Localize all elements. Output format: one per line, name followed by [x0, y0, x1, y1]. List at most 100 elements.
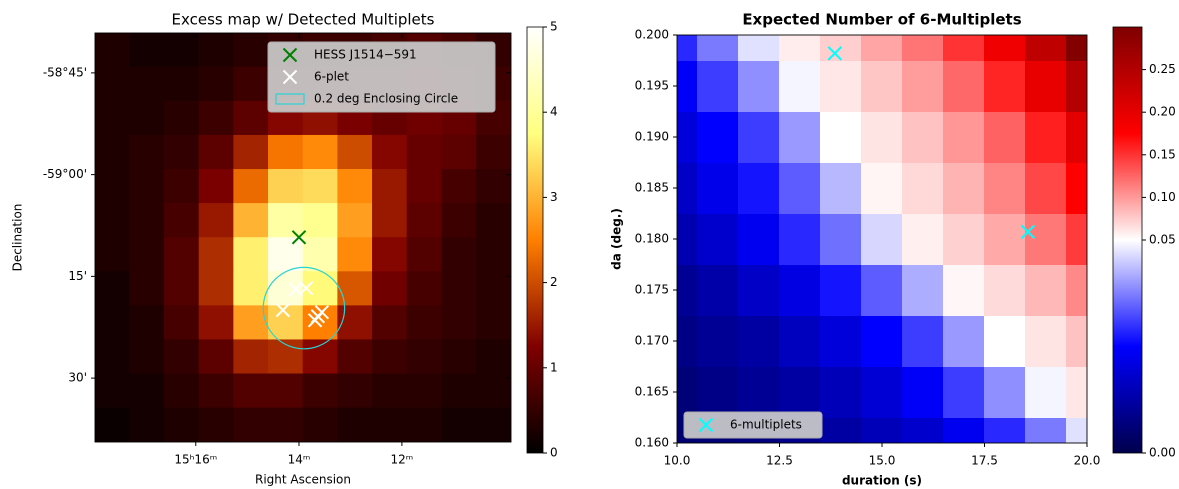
- heat-cell: [1025, 315, 1067, 367]
- heat-cell: [337, 339, 372, 374]
- x-tick-label: 15.0: [869, 454, 896, 468]
- heat-cell: [1025, 213, 1067, 265]
- heat-cell: [476, 408, 511, 443]
- heat-cell: [441, 203, 476, 238]
- heat-cell: [984, 60, 1026, 112]
- colorbar: [1113, 27, 1142, 453]
- colorbar-tick-label: 2: [550, 275, 558, 289]
- heat-cell: [779, 315, 821, 367]
- y-tick-label: 0.170: [635, 334, 669, 348]
- heat-cell: [943, 264, 985, 316]
- y-tick-label: -59°00': [43, 167, 87, 181]
- heat-cell: [268, 374, 303, 409]
- heat-cell: [95, 408, 130, 443]
- heat-cell: [779, 213, 821, 265]
- heat-cell: [861, 315, 903, 367]
- x-tick-label: 20.0: [1074, 454, 1101, 468]
- heat-cell: [95, 33, 130, 68]
- heat-cell: [820, 315, 862, 367]
- heat-cell: [1025, 366, 1067, 418]
- heat-cell: [779, 264, 821, 316]
- heat-cell: [820, 366, 862, 418]
- heat-cell: [738, 366, 780, 418]
- heat-cell: [199, 169, 234, 204]
- heat-cell: [337, 237, 372, 272]
- heat-cell: [407, 374, 442, 409]
- heat-cell: [697, 315, 739, 367]
- heat-cell: [303, 169, 338, 204]
- legend-label: 6-multiplets: [730, 418, 802, 432]
- heat-cell: [95, 271, 130, 306]
- heat-cell: [164, 33, 199, 68]
- heat-cell: [372, 408, 407, 443]
- heat-cell: [943, 60, 985, 112]
- y-tick-label: 15': [68, 269, 87, 283]
- heat-cell: [372, 339, 407, 374]
- heat-cell: [199, 67, 234, 102]
- heat-cell: [820, 60, 862, 112]
- y-tick-label: 0.185: [635, 181, 669, 195]
- heat-cell: [697, 213, 739, 265]
- heat-cell: [199, 101, 234, 136]
- colorbar-tick-label: 0.10: [1149, 190, 1176, 204]
- heat-cell: [902, 111, 944, 163]
- heat-cell: [407, 169, 442, 204]
- colorbar: [527, 27, 543, 453]
- heat-cell: [902, 366, 944, 418]
- x-tick-label: 12ᵐ: [391, 453, 414, 467]
- heat-cell: [861, 111, 903, 163]
- x-tick-label: 10.0: [664, 454, 691, 468]
- heat-cell: [129, 203, 164, 238]
- heat-cell: [164, 101, 199, 136]
- heat-cell: [199, 374, 234, 409]
- heat-cell: [820, 111, 862, 163]
- x-tick-label: 14ᵐ: [288, 453, 311, 467]
- heat-cell: [697, 366, 739, 418]
- heat-cell: [372, 271, 407, 306]
- colorbar-tick-label: 0.25: [1149, 62, 1176, 76]
- heat-cell: [337, 135, 372, 170]
- heat-cell: [199, 237, 234, 272]
- heat-cell: [129, 271, 164, 306]
- heat-cell: [129, 237, 164, 272]
- heat-cell: [407, 339, 442, 374]
- heat-cell: [95, 101, 130, 136]
- heat-cell: [303, 271, 338, 306]
- heat-cell: [199, 135, 234, 170]
- y-tick-label: 0.165: [635, 385, 669, 399]
- heat-cell: [233, 237, 268, 272]
- heat-cell: [233, 169, 268, 204]
- heat-cell: [984, 213, 1026, 265]
- heat-cell: [441, 169, 476, 204]
- heat-cell: [129, 135, 164, 170]
- heat-cell: [441, 271, 476, 306]
- heat-cell: [95, 203, 130, 238]
- heat-cell: [303, 408, 338, 443]
- heat-cell: [199, 408, 234, 443]
- heat-cell: [407, 237, 442, 272]
- heat-cell: [738, 60, 780, 112]
- heat-cell: [902, 60, 944, 112]
- heat-cell: [129, 408, 164, 443]
- heat-cell: [95, 374, 130, 409]
- heat-cell: [372, 135, 407, 170]
- heat-cell: [337, 374, 372, 409]
- heat-cell: [95, 169, 130, 204]
- heat-cell: [1025, 264, 1067, 316]
- y-tick-label: 0.195: [635, 79, 669, 93]
- heat-cell: [129, 101, 164, 136]
- heat-cell: [199, 203, 234, 238]
- heat-cell: [95, 339, 130, 374]
- heat-cell: [861, 60, 903, 112]
- heat-cell: [233, 135, 268, 170]
- heat-cell: [337, 203, 372, 238]
- heat-cell: [372, 203, 407, 238]
- heat-cell: [233, 33, 268, 68]
- heat-cell: [268, 237, 303, 272]
- heat-cell: [476, 374, 511, 409]
- heat-cell: [129, 374, 164, 409]
- y-tick-label: 30': [68, 371, 87, 385]
- legend-label: 6-plet: [314, 70, 349, 84]
- heat-cell: [943, 111, 985, 163]
- heatmap: [656, 9, 1108, 469]
